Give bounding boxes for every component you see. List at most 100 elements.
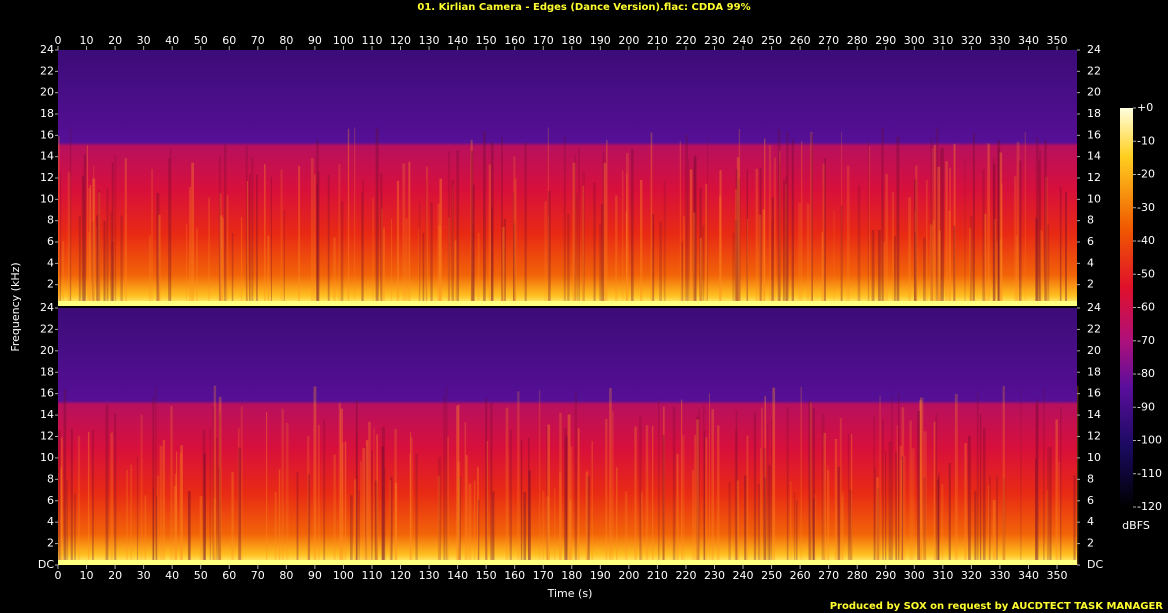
texture — [83, 154, 86, 306]
texture — [58, 430, 61, 565]
texture — [948, 210, 951, 306]
texture — [735, 189, 738, 306]
texture — [381, 446, 385, 565]
texture — [74, 493, 76, 565]
y-tick-label: 10 — [1087, 451, 1101, 464]
texture — [154, 386, 158, 565]
texture — [120, 215, 123, 306]
x-tick-label: 320 — [961, 569, 982, 582]
x-tick-label: 0 — [55, 34, 62, 47]
x-tick-label: 130 — [419, 569, 440, 582]
texture — [338, 164, 341, 306]
texture — [1043, 387, 1045, 565]
texture — [923, 237, 926, 306]
texture — [548, 215, 550, 306]
x-axis-label: Time (s) — [547, 587, 593, 600]
texture — [914, 232, 916, 306]
x-tick-label: 20 — [108, 569, 122, 582]
texture — [974, 491, 977, 565]
texture — [663, 180, 666, 306]
texture — [979, 413, 982, 565]
x-tick-label: 110 — [361, 569, 382, 582]
texture — [1044, 139, 1047, 306]
texture — [347, 128, 350, 306]
texture — [91, 222, 95, 306]
x-tick-label: 90 — [308, 34, 322, 47]
texture — [747, 218, 749, 306]
texture — [793, 492, 796, 565]
texture — [251, 157, 254, 306]
texture — [972, 133, 975, 306]
texture — [492, 491, 495, 565]
y-tick-label: DC — [38, 558, 54, 571]
texture — [888, 441, 892, 565]
texture — [572, 162, 576, 306]
y-tick-label: 14 — [1087, 408, 1101, 421]
x-tick-label: 300 — [904, 569, 925, 582]
y-tick-label: 2 — [1087, 278, 1094, 291]
texture — [993, 219, 997, 306]
texture — [938, 472, 940, 565]
texture — [808, 401, 812, 565]
x-tick-label: 330 — [989, 569, 1010, 582]
texture — [371, 450, 373, 565]
texture — [898, 393, 900, 565]
texture — [728, 482, 731, 565]
texture — [599, 223, 602, 306]
texture — [473, 480, 476, 565]
texture — [464, 422, 467, 565]
texture — [570, 446, 573, 565]
texture — [937, 475, 940, 565]
texture — [418, 228, 420, 306]
x-tick-label: 130 — [419, 34, 440, 47]
texture — [948, 463, 951, 565]
texture — [213, 498, 216, 565]
texture — [933, 421, 936, 565]
texture — [1055, 419, 1058, 565]
texture — [569, 499, 572, 565]
texture — [795, 500, 798, 565]
texture — [873, 415, 875, 565]
texture — [931, 148, 934, 306]
y-tick-label: 22 — [1087, 322, 1101, 335]
texture — [554, 488, 556, 565]
y-tick-label: 8 — [47, 214, 54, 227]
y-tick-label: 12 — [40, 171, 54, 184]
texture — [736, 157, 740, 306]
band — [58, 301, 1077, 306]
texture — [1019, 160, 1022, 306]
y-tick-label: 24 — [1087, 301, 1101, 314]
texture — [168, 158, 171, 306]
texture — [705, 183, 708, 306]
texture — [383, 227, 385, 306]
texture — [375, 128, 379, 306]
texture — [136, 457, 139, 565]
texture — [564, 428, 567, 565]
texture — [846, 165, 850, 306]
texture — [658, 398, 660, 565]
texture — [509, 429, 512, 565]
texture — [634, 426, 637, 565]
texture — [582, 185, 585, 306]
texture — [681, 241, 684, 306]
y-tick-label: 10 — [1087, 192, 1101, 205]
texture — [692, 470, 694, 565]
texture — [313, 174, 316, 306]
texture — [175, 451, 178, 565]
texture — [992, 157, 995, 306]
texture — [968, 435, 971, 565]
texture — [798, 202, 802, 306]
texture — [188, 490, 191, 565]
x-tick-label: 10 — [80, 34, 94, 47]
texture — [249, 174, 251, 306]
texture — [630, 148, 634, 306]
texture — [93, 165, 95, 306]
texture — [839, 417, 842, 565]
texture — [358, 490, 360, 565]
texture — [1002, 385, 1005, 565]
texture — [77, 436, 81, 565]
texture — [296, 472, 299, 565]
texture — [746, 435, 749, 565]
texture — [917, 410, 921, 565]
texture — [659, 221, 662, 306]
